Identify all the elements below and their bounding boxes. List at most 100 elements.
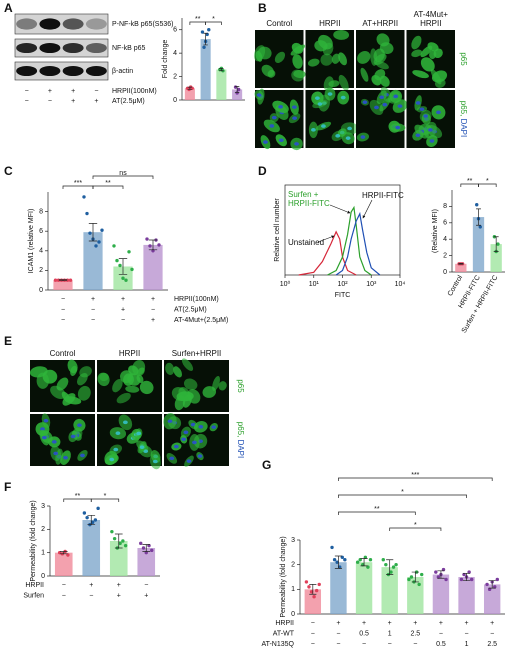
bar xyxy=(82,520,101,576)
treatment-sign: − xyxy=(62,582,66,589)
x-tick-label: 10² xyxy=(337,281,348,288)
treatment-sign: + xyxy=(388,620,392,627)
blot-band xyxy=(85,65,107,77)
treatment-name: Surfen xyxy=(23,592,44,599)
nucleus xyxy=(382,102,388,107)
cell xyxy=(360,67,369,82)
treatment-sign: 0.5 xyxy=(436,641,446,648)
row-label: p65 xyxy=(459,52,468,66)
data-point xyxy=(112,244,116,248)
data-point xyxy=(123,543,128,548)
data-point xyxy=(200,30,205,34)
y-tick-label: 4 xyxy=(173,50,177,57)
treatment-sign: + xyxy=(490,620,494,627)
data-point xyxy=(407,577,411,582)
cell xyxy=(61,391,71,403)
treatment-sign: − xyxy=(311,630,315,637)
nucleus xyxy=(321,124,326,128)
y-tick-label: 0 xyxy=(39,287,43,294)
treatment-sign: + xyxy=(144,592,148,599)
data-point xyxy=(417,582,421,587)
treatment-sign: − xyxy=(336,630,340,637)
significance-label: * xyxy=(212,16,215,23)
x-tick-label: 10¹ xyxy=(309,281,320,288)
treatment-sign: − xyxy=(465,630,469,637)
data-point xyxy=(394,562,398,567)
nucleus xyxy=(136,431,142,436)
treatment-sign: + xyxy=(362,620,366,627)
treatment-sign: + xyxy=(48,88,52,95)
panel-label: G xyxy=(262,458,271,472)
blot-label: β-actin xyxy=(112,68,133,75)
nucleus xyxy=(256,93,262,97)
nucleus xyxy=(415,133,421,138)
blot-label: P-NF-kB p65(S536) xyxy=(112,21,173,28)
error-bar xyxy=(88,223,98,242)
nucleus xyxy=(340,95,346,100)
significance-bracket xyxy=(338,494,467,498)
error-bar xyxy=(488,580,496,589)
cell xyxy=(173,366,182,378)
error-bar xyxy=(309,584,317,595)
significance-bracket xyxy=(92,175,154,179)
significance-label: ** xyxy=(105,180,111,187)
nucleus xyxy=(169,456,175,461)
row-label-part: p65 xyxy=(236,379,245,393)
cell xyxy=(77,372,88,386)
data-point xyxy=(148,244,152,248)
nucleus xyxy=(415,101,421,105)
cell xyxy=(331,53,341,64)
treatment-name: AT(2.5μM) xyxy=(112,98,145,105)
x-tick-label: 10³ xyxy=(366,281,377,288)
nucleus xyxy=(167,419,173,424)
significance-bracket xyxy=(90,498,120,502)
treatment-sign: + xyxy=(89,582,93,589)
error-bar xyxy=(360,558,368,567)
y-axis-label: Permeability (fold change) xyxy=(280,536,287,617)
y-tick-label: 2 xyxy=(443,252,447,259)
nucleus xyxy=(41,435,47,440)
bar xyxy=(304,589,322,614)
data-point xyxy=(65,278,70,282)
treatment-name: HRPII xyxy=(275,620,294,627)
data-point xyxy=(332,558,337,562)
significance-label: ** xyxy=(75,493,81,500)
nucleus xyxy=(379,95,385,100)
nucleus xyxy=(192,440,197,445)
series-label-line: HRPII-FITC xyxy=(288,199,330,208)
treatment-name: AT-4Mut+(2.5μM) xyxy=(174,317,228,324)
y-tick-label: 4 xyxy=(443,236,447,243)
data-point xyxy=(110,529,114,534)
data-point xyxy=(139,541,143,546)
blot-band xyxy=(85,18,107,30)
treatment-sign: 2.5 xyxy=(410,630,420,637)
nucleus xyxy=(198,425,204,429)
treatment-sign: − xyxy=(94,88,98,95)
nucleus xyxy=(63,455,68,460)
error-bar xyxy=(458,263,464,265)
treatment-name: HRPII(100nM) xyxy=(112,88,157,95)
data-point xyxy=(338,565,342,569)
data-point xyxy=(314,588,319,593)
bar xyxy=(381,567,398,614)
bar xyxy=(232,89,243,100)
nucleus xyxy=(292,116,297,120)
bar xyxy=(455,263,467,272)
y-axis-label: Relative cell number xyxy=(274,198,281,262)
treatment-sign: − xyxy=(91,317,95,324)
y-axis-label: Permeability (fold change) xyxy=(30,500,37,581)
nucleus xyxy=(335,134,341,138)
error-bar xyxy=(59,551,68,555)
significance-label: ** xyxy=(374,506,380,513)
nucleus xyxy=(291,105,297,109)
blot-band xyxy=(16,42,38,54)
panel-label: C xyxy=(4,164,13,178)
significance-label: ** xyxy=(195,16,201,23)
data-point xyxy=(85,515,89,520)
blot-band xyxy=(39,65,61,77)
significance-bracket xyxy=(92,185,124,189)
data-point xyxy=(56,278,61,282)
series-label: Surfen + HRPII-FITC xyxy=(288,190,330,208)
bar xyxy=(83,232,103,290)
y-tick-label: 6 xyxy=(173,27,177,34)
